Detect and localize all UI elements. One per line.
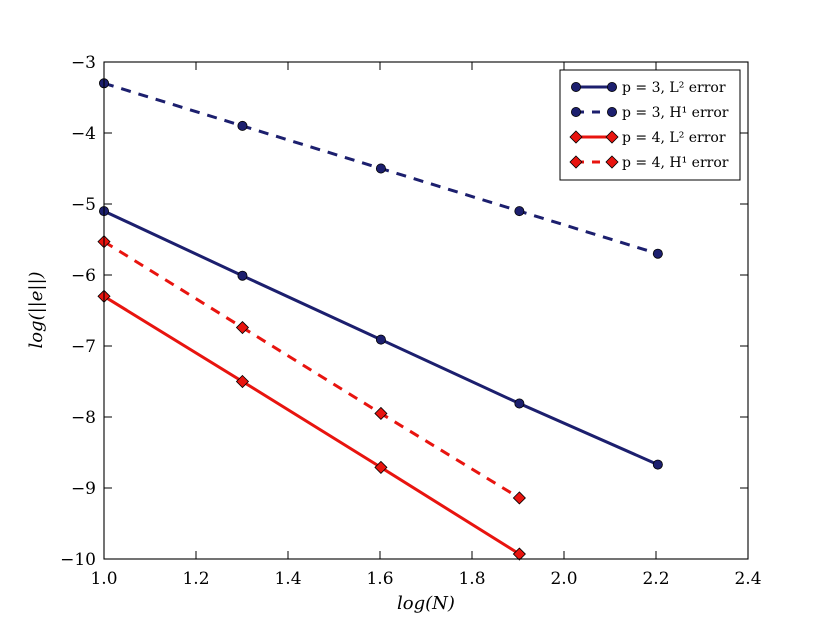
legend-entry: p = 3, H¹ error: [571, 105, 729, 121]
data-point: [375, 163, 386, 174]
legend-marker: [569, 155, 583, 169]
data-point: [235, 374, 250, 389]
x-axis-label: log(N): [397, 593, 455, 614]
data-point: [652, 459, 663, 470]
legend-marker: [569, 130, 583, 144]
y-tick-label: −6: [71, 266, 96, 286]
legend-entry: p = 3, L² error: [571, 80, 726, 96]
legend-marker: [605, 155, 619, 169]
series-line: [103, 295, 521, 556]
data-point: [512, 547, 526, 561]
y-tick-label: −8: [71, 408, 96, 428]
data-point: [512, 491, 526, 505]
data-point: [375, 334, 386, 345]
legend-marker: [607, 82, 618, 93]
legend-label: p = 4, L² error: [622, 130, 726, 146]
legend-label: p = 3, H¹ error: [622, 105, 729, 121]
y-tick-label: −10: [60, 550, 96, 570]
data-point: [652, 248, 663, 259]
data-point: [235, 320, 250, 335]
series-line: [103, 240, 521, 500]
y-tick-label: −9: [71, 479, 96, 499]
axis-layer: 1.0 1.2 1.4 1.6 1.8 2.0 2.2 2.4 −3 −4 −5 −6 −7 −8 −9 −1…: [60, 53, 761, 589]
legend-label: p = 3, L² error: [622, 80, 726, 96]
data-point: [374, 406, 388, 421]
x-tick-label: 1.6: [366, 569, 393, 589]
y-tick-label: −3: [71, 53, 96, 73]
series-layer: [97, 78, 663, 561]
legend-entry: p = 4, H¹ error: [569, 155, 729, 171]
series-p-3-h1-error: [99, 78, 663, 259]
legend-marker: [605, 130, 619, 144]
y-tick-label: −7: [71, 337, 96, 357]
y-tick-label: −5: [71, 195, 96, 215]
data-point: [374, 460, 388, 474]
legend: p = 3, L² error p = 3, H¹ error p = 4, L² …: [559, 69, 741, 181]
x-tick-label: 2.2: [642, 569, 669, 589]
x-tick-label: 2.0: [550, 569, 577, 589]
legend-marker: [607, 107, 618, 118]
data-point: [237, 270, 248, 281]
data-point: [237, 120, 248, 131]
x-tick-label: 1.0: [90, 569, 117, 589]
data-point: [514, 398, 525, 409]
x-tick-label: 2.4: [734, 569, 761, 589]
x-tick-label: 1.2: [182, 569, 209, 589]
plot-frame: [103, 61, 749, 560]
legend-label: p = 4, H¹ error: [622, 155, 729, 171]
x-tick-label: 1.4: [274, 569, 301, 589]
series-p-3-l2-error: [99, 206, 663, 470]
legend-marker: [571, 82, 582, 93]
legend-entry: p = 4, L² error: [569, 130, 726, 146]
x-tick-label: 1.8: [458, 569, 485, 589]
y-tick-label: −4: [71, 124, 96, 144]
data-point: [514, 206, 525, 217]
y-axis-label: log(||e||): [26, 271, 47, 348]
legend-marker: [571, 107, 582, 118]
